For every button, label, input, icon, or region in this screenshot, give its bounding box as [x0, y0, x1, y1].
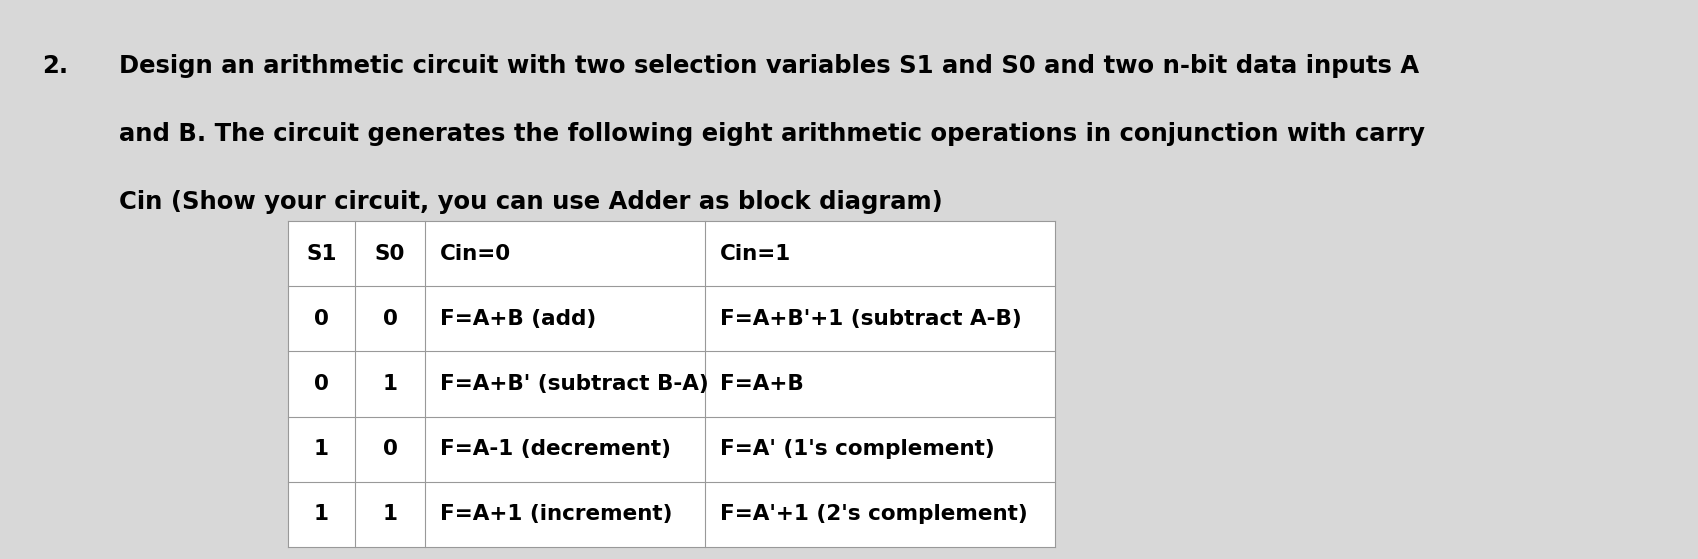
Text: 0: 0	[314, 309, 329, 329]
Text: 0: 0	[382, 439, 397, 459]
Text: Design an arithmetic circuit with two selection variables S1 and S0 and two n-bi: Design an arithmetic circuit with two se…	[119, 54, 1418, 78]
Text: S1: S1	[306, 244, 336, 264]
Text: F=A' (1's complement): F=A' (1's complement)	[720, 439, 993, 459]
Text: 0: 0	[382, 309, 397, 329]
Text: 2.: 2.	[42, 54, 68, 78]
Text: Cin (Show your circuit, you can use Adder as block diagram): Cin (Show your circuit, you can use Adde…	[119, 190, 942, 214]
Text: F=A'+1 (2's complement): F=A'+1 (2's complement)	[720, 504, 1027, 524]
Text: 1: 1	[382, 374, 397, 394]
Text: Cin=0: Cin=0	[440, 244, 511, 264]
Text: and B. The circuit generates the following eight arithmetic operations in conjun: and B. The circuit generates the followi…	[119, 122, 1425, 146]
Text: 0: 0	[314, 374, 329, 394]
Text: Cin=1: Cin=1	[720, 244, 791, 264]
Text: F=A+B'+1 (subtract A-B): F=A+B'+1 (subtract A-B)	[720, 309, 1020, 329]
Bar	[289, 221, 1054, 547]
Text: S0: S0	[375, 244, 404, 264]
Text: F=A+B' (subtract B-A): F=A+B' (subtract B-A)	[440, 374, 708, 394]
Text: F=A-1 (decrement): F=A-1 (decrement)	[440, 439, 671, 459]
Text: 1: 1	[314, 439, 329, 459]
Text: 1: 1	[382, 504, 397, 524]
Text: F=A+B: F=A+B	[720, 374, 803, 394]
Text: F=A+1 (increment): F=A+1 (increment)	[440, 504, 672, 524]
Text: F=A+B (add): F=A+B (add)	[440, 309, 596, 329]
Text: 1: 1	[314, 504, 329, 524]
